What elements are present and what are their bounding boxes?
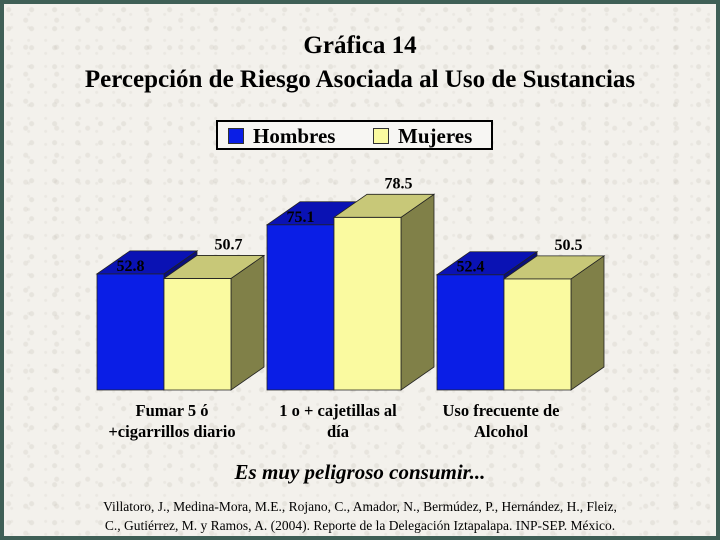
citation-line-1: Villatoro, J., Medina-Mora, M.E., Rojano… xyxy=(103,499,617,514)
category-label-2-line1: Uso frecuente de xyxy=(442,401,560,420)
bar-hombres-0-top xyxy=(95,250,199,275)
bar-mujeres-0-top xyxy=(162,255,266,279)
category-label-0-line2: +cigarrillos diario xyxy=(108,422,236,441)
chart-title: Gráfica 14 xyxy=(303,32,417,59)
category-label-2: Uso frecuente de Alcohol xyxy=(401,400,601,442)
chart-caption: Es muy peligroso consumir... xyxy=(234,460,486,484)
category-label-0: Fumar 5 ó +cigarrillos diario xyxy=(72,400,272,442)
legend-item-hombres: Hombres xyxy=(228,124,335,148)
legend-label-hombres: Hombres xyxy=(253,123,336,148)
bar-hombres-0 xyxy=(96,273,165,391)
category-label-1-line1: 1 o + cajetillas al xyxy=(279,401,397,420)
legend-label-mujeres: Mujeres xyxy=(398,123,473,148)
legend-swatch-hombres xyxy=(228,128,244,144)
bar-mujeres-2-top xyxy=(502,255,606,280)
legend-item-mujeres: Mujeres xyxy=(373,124,472,148)
data-label-mujeres-0: 50.7 xyxy=(215,236,243,253)
data-label-hombres-1: 75.1 xyxy=(287,209,315,226)
category-label-0-line1: Fumar 5 ó xyxy=(135,401,209,420)
bar-mujeres-1 xyxy=(333,216,402,391)
bar-hombres-2-top xyxy=(435,251,539,276)
bar-mujeres-2-side xyxy=(570,255,605,391)
category-label-1: 1 o + cajetillas al día xyxy=(238,400,438,442)
chart-legend: Hombres Mujeres xyxy=(216,120,493,150)
citation: Villatoro, J., Medina-Mora, M.E., Rojano… xyxy=(4,497,716,535)
bar-hombres-2 xyxy=(436,274,505,391)
data-label-hombres-2: 52.4 xyxy=(457,259,485,276)
chart-subtitle: Percepción de Riesgo Asociada al Uso de … xyxy=(84,66,636,93)
category-label-2-line2: Alcohol xyxy=(473,422,529,441)
data-label-mujeres-1: 78.5 xyxy=(385,175,413,192)
bar-mujeres-0 xyxy=(163,278,232,391)
data-label-hombres-0: 52.8 xyxy=(117,258,145,275)
data-label-mujeres-2: 50.5 xyxy=(555,237,583,254)
bar-mujeres-0-side xyxy=(230,254,265,391)
legend-swatch-mujeres xyxy=(373,128,389,144)
bar-hombres-1 xyxy=(266,224,335,391)
bar-chart: 52.8 50.7 75.1 78.5 52.4 50.5 xyxy=(95,175,606,391)
category-label-1-line2: día xyxy=(326,422,349,441)
citation-line-2: C., Gutiérrez, M. y Ramos, A. (2004). Re… xyxy=(104,518,616,533)
bar-mujeres-1-side xyxy=(400,193,435,391)
bar-mujeres-2 xyxy=(503,278,572,391)
slide-background: Gráfica 14 Percepción de Riesgo Asociada… xyxy=(4,4,716,536)
bar-mujeres-1-top xyxy=(332,193,436,218)
